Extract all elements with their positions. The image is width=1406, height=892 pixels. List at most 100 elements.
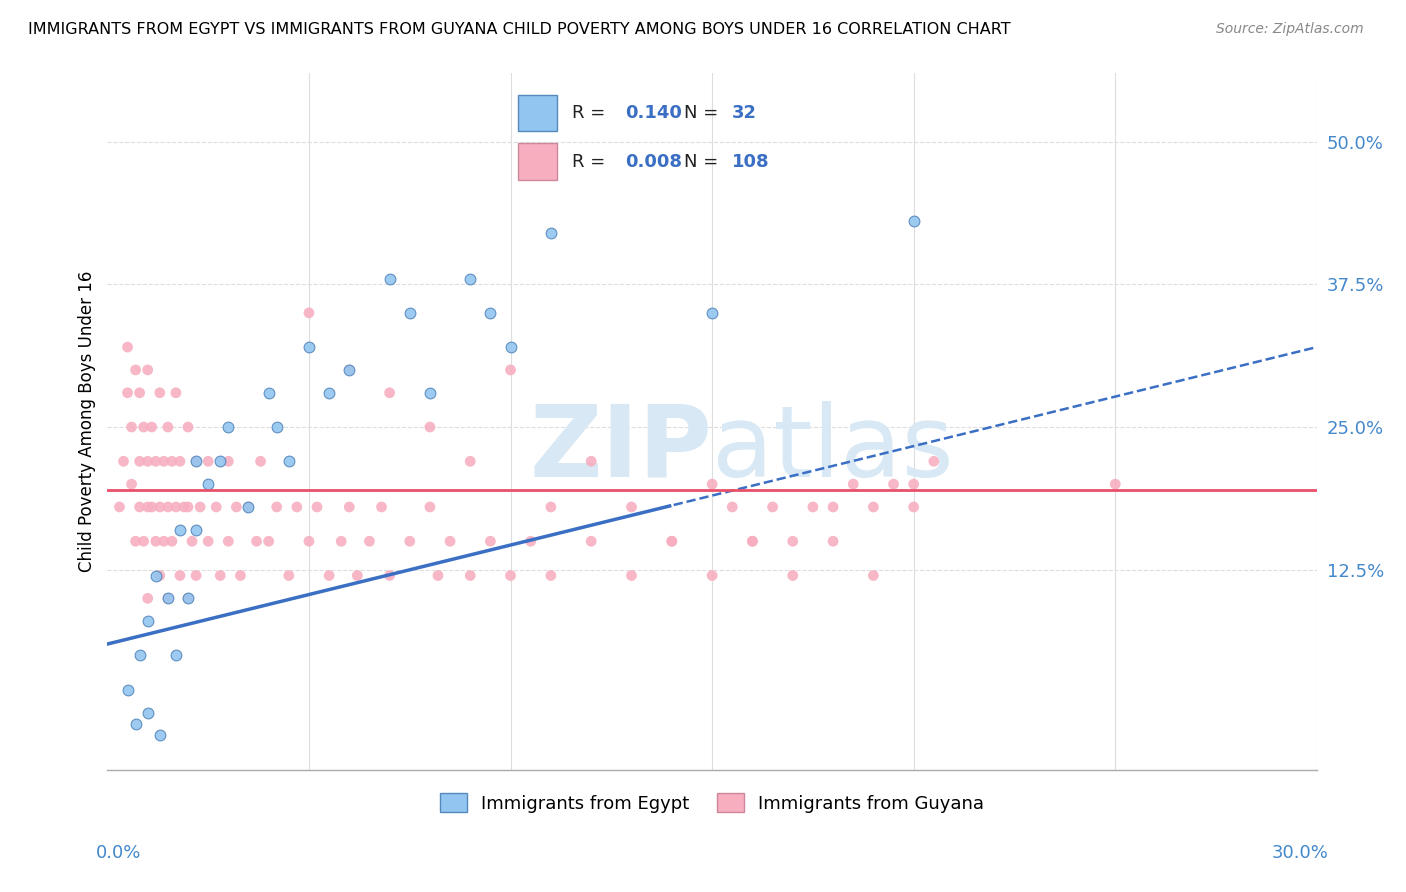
Point xyxy=(419,420,441,434)
Point xyxy=(398,306,420,320)
Point xyxy=(217,534,239,549)
Point xyxy=(499,363,522,377)
Point xyxy=(160,534,183,549)
Point xyxy=(762,500,785,514)
Point xyxy=(499,340,522,354)
Point xyxy=(124,363,146,377)
Point xyxy=(782,534,804,549)
Point xyxy=(112,454,135,468)
Point xyxy=(823,534,845,549)
Point xyxy=(197,454,219,468)
Point xyxy=(184,523,207,537)
Point xyxy=(184,568,207,582)
Point xyxy=(156,500,179,514)
Point xyxy=(823,500,845,514)
Point xyxy=(136,363,159,377)
Point xyxy=(620,568,643,582)
Point xyxy=(169,523,191,537)
Point xyxy=(479,306,502,320)
Point xyxy=(145,454,167,468)
Point xyxy=(661,534,683,549)
Point xyxy=(188,500,211,514)
Point xyxy=(153,534,176,549)
Point xyxy=(378,271,401,285)
Point xyxy=(419,500,441,514)
Point xyxy=(225,500,247,514)
Point xyxy=(128,648,150,663)
Point xyxy=(842,477,865,491)
Point xyxy=(229,568,252,582)
Point xyxy=(177,420,200,434)
Point xyxy=(398,534,420,549)
Point xyxy=(378,385,401,400)
Point xyxy=(217,454,239,468)
Point xyxy=(359,534,381,549)
Point xyxy=(177,591,200,606)
Point xyxy=(209,454,232,468)
Point xyxy=(298,306,321,320)
Point xyxy=(419,385,441,400)
Point xyxy=(337,500,360,514)
Point xyxy=(169,568,191,582)
Point xyxy=(128,385,150,400)
Text: atlas: atlas xyxy=(711,401,953,498)
Point xyxy=(458,568,481,582)
Point xyxy=(579,534,602,549)
Point xyxy=(1104,477,1126,491)
Point xyxy=(149,728,172,742)
Point xyxy=(169,454,191,468)
Point xyxy=(245,534,267,549)
Point xyxy=(620,500,643,514)
Point xyxy=(700,306,723,320)
Point xyxy=(136,454,159,468)
Point xyxy=(922,454,945,468)
Point xyxy=(117,682,139,697)
Point xyxy=(173,500,195,514)
Point xyxy=(149,500,172,514)
Point xyxy=(519,534,541,549)
Y-axis label: Child Poverty Among Boys Under 16: Child Poverty Among Boys Under 16 xyxy=(79,270,96,572)
Point xyxy=(177,500,200,514)
Point xyxy=(238,500,260,514)
Point xyxy=(197,477,219,491)
Point xyxy=(165,385,187,400)
Point xyxy=(184,454,207,468)
Point xyxy=(153,454,176,468)
Point xyxy=(458,454,481,468)
Point xyxy=(121,477,143,491)
Point xyxy=(378,568,401,582)
Point xyxy=(156,591,179,606)
Text: IMMIGRANTS FROM EGYPT VS IMMIGRANTS FROM GUYANA CHILD POVERTY AMONG BOYS UNDER 1: IMMIGRANTS FROM EGYPT VS IMMIGRANTS FROM… xyxy=(28,22,1011,37)
Point xyxy=(782,568,804,582)
Point xyxy=(160,454,183,468)
Point xyxy=(337,363,360,377)
Point xyxy=(205,500,228,514)
Point xyxy=(862,568,884,582)
Point xyxy=(479,534,502,549)
Point xyxy=(285,500,308,514)
Point xyxy=(136,591,159,606)
Point xyxy=(132,420,155,434)
Point xyxy=(661,534,683,549)
Point xyxy=(149,385,172,400)
Point xyxy=(156,420,179,434)
Point xyxy=(184,454,207,468)
Point xyxy=(499,568,522,582)
Point xyxy=(266,500,288,514)
Point xyxy=(337,363,360,377)
Point xyxy=(141,500,163,514)
Point xyxy=(741,534,763,549)
Point xyxy=(277,568,299,582)
Point xyxy=(427,568,450,582)
Point xyxy=(540,226,562,240)
Point xyxy=(700,568,723,582)
Point xyxy=(318,568,340,582)
Point xyxy=(439,534,461,549)
Point xyxy=(149,568,172,582)
Point xyxy=(741,534,763,549)
Point xyxy=(298,340,321,354)
Point xyxy=(801,500,824,514)
Point xyxy=(145,534,167,549)
Point xyxy=(177,591,200,606)
Point xyxy=(132,534,155,549)
